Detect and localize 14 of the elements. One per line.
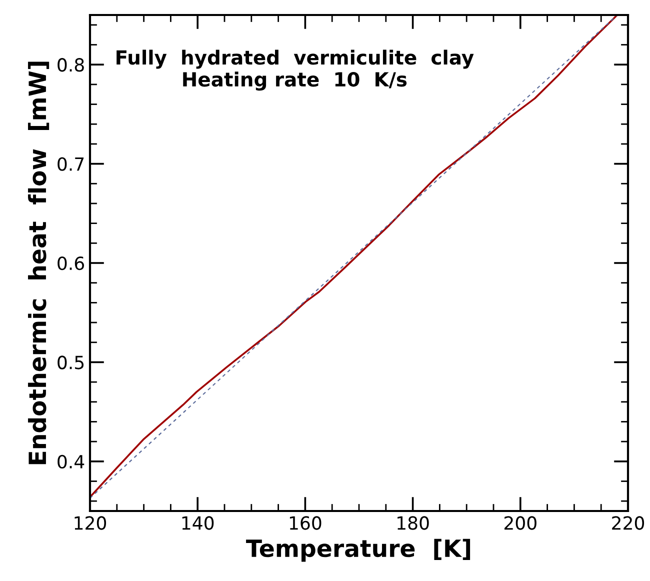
y-tick-label: 0.6 <box>58 256 84 270</box>
y-tick-label: 0.4 <box>58 454 84 469</box>
y-tick-label: 0.5 <box>58 356 84 370</box>
x-tick-label: 120 <box>74 516 106 530</box>
x-tick-label: 180 <box>398 516 429 530</box>
x-tick-label: 140 <box>182 516 214 530</box>
x-tick-label: 160 <box>290 516 322 530</box>
annotation: Fully hydrated vermiculite clay Heating rate 10 K/s <box>116 50 474 91</box>
x-axis-title: Temperature [K] <box>246 538 470 562</box>
y-tick-label: 0.7 <box>58 157 84 171</box>
y-tick-label: 0.8 <box>58 58 84 72</box>
x-tick-label: 200 <box>504 516 536 530</box>
y-axis-title: Endothermic heat flow [mW] <box>28 62 50 464</box>
x-tick-label: 220 <box>612 516 644 530</box>
